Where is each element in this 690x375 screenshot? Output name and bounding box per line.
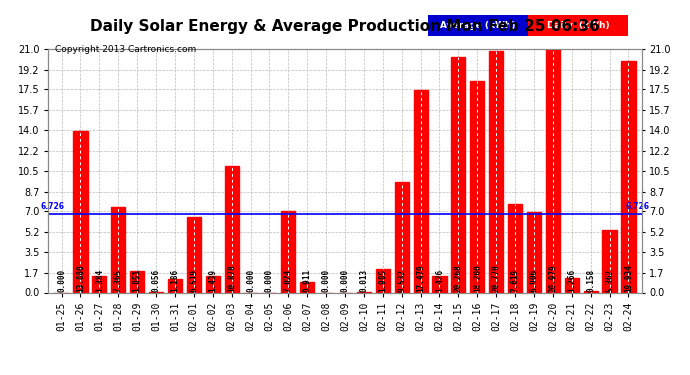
Bar: [111, 207, 126, 292]
Text: 0.000: 0.000: [340, 269, 350, 292]
Text: 20.770: 20.770: [492, 264, 501, 292]
Text: 7.365: 7.365: [114, 269, 123, 292]
Bar: [564, 278, 579, 292]
Bar: [470, 81, 484, 292]
Text: 1.439: 1.439: [208, 269, 217, 292]
Bar: [73, 131, 88, 292]
Text: 10.878: 10.878: [227, 264, 236, 292]
Text: 0.000: 0.000: [265, 269, 274, 292]
Text: 0.911: 0.911: [303, 269, 312, 292]
Bar: [622, 61, 635, 292]
Text: 9.532: 9.532: [397, 269, 406, 292]
Text: 0.000: 0.000: [246, 269, 255, 292]
Text: 5.362: 5.362: [605, 269, 614, 292]
Text: 6.519: 6.519: [189, 269, 198, 292]
Text: 20.979: 20.979: [549, 264, 558, 292]
Text: 20.268: 20.268: [454, 264, 463, 292]
Bar: [451, 57, 466, 292]
Bar: [92, 276, 106, 292]
Text: 6.726: 6.726: [626, 202, 650, 211]
Text: 6.906: 6.906: [529, 269, 538, 292]
Text: 0.013: 0.013: [359, 269, 368, 292]
Bar: [489, 51, 503, 292]
Bar: [413, 90, 428, 292]
Text: 1.384: 1.384: [95, 269, 103, 292]
Bar: [376, 270, 390, 292]
Text: 17.479: 17.479: [416, 264, 425, 292]
Text: 0.158: 0.158: [586, 269, 595, 292]
Text: 13.880: 13.880: [76, 264, 85, 292]
Text: 6.726: 6.726: [40, 202, 64, 211]
Text: 1.186: 1.186: [170, 269, 179, 292]
Text: Daily Solar Energy & Average Production Mon Feb 25 06:36: Daily Solar Energy & Average Production …: [90, 19, 600, 34]
Text: 0.000: 0.000: [57, 269, 66, 292]
Text: 7.024: 7.024: [284, 269, 293, 292]
Text: 0.056: 0.056: [152, 269, 161, 292]
Text: 1.985: 1.985: [378, 269, 387, 292]
Bar: [168, 279, 182, 292]
Text: 0.000: 0.000: [322, 269, 331, 292]
Bar: [282, 211, 295, 292]
Bar: [395, 182, 408, 292]
Text: Average (kWh): Average (kWh): [440, 21, 515, 30]
Bar: [546, 49, 560, 292]
Text: 1.851: 1.851: [132, 269, 141, 292]
Text: 1.426: 1.426: [435, 269, 444, 292]
Text: Copyright 2013 Cartronics.com: Copyright 2013 Cartronics.com: [55, 45, 197, 54]
Bar: [584, 291, 598, 292]
Text: Daily  (kWh): Daily (kWh): [546, 21, 609, 30]
Text: 19.934: 19.934: [624, 264, 633, 292]
Text: 1.266: 1.266: [567, 269, 576, 292]
Bar: [300, 282, 314, 292]
Text: 7.619: 7.619: [511, 269, 520, 292]
Bar: [433, 276, 446, 292]
Bar: [527, 212, 541, 292]
Bar: [602, 230, 617, 292]
Bar: [130, 271, 144, 292]
Bar: [224, 166, 239, 292]
Bar: [508, 204, 522, 292]
Text: 18.200: 18.200: [473, 264, 482, 292]
Bar: [187, 217, 201, 292]
Bar: [206, 276, 220, 292]
